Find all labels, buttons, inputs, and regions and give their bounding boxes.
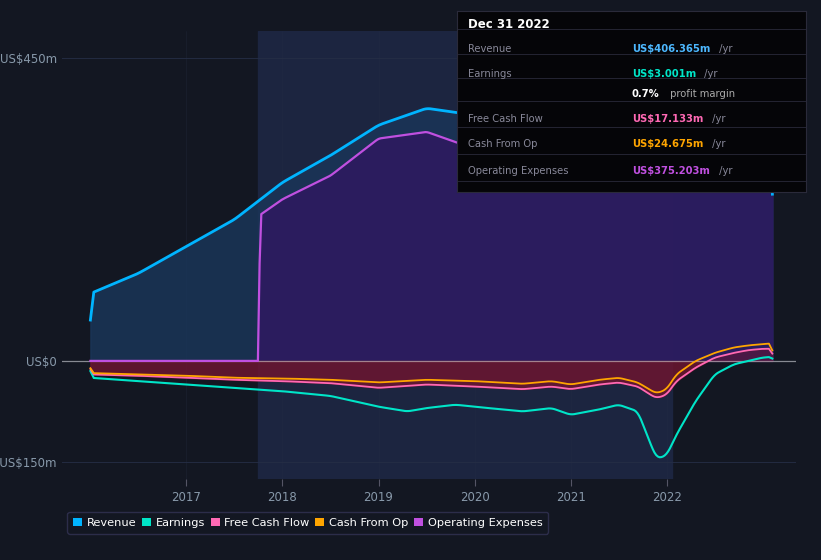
Text: Free Cash Flow: Free Cash Flow	[468, 114, 543, 124]
Text: Dec 31 2022: Dec 31 2022	[468, 18, 549, 31]
Text: US$406.365m: US$406.365m	[632, 44, 710, 54]
Text: US$24.675m: US$24.675m	[632, 139, 703, 149]
Text: US$375.203m: US$375.203m	[632, 166, 709, 176]
Text: /yr: /yr	[701, 69, 718, 79]
Text: /yr: /yr	[709, 139, 725, 149]
Text: Cash From Op: Cash From Op	[468, 139, 537, 149]
Text: US$3.001m: US$3.001m	[632, 69, 696, 79]
Text: /yr: /yr	[716, 166, 732, 176]
Text: /yr: /yr	[709, 114, 725, 124]
Bar	[259, 31, 672, 479]
Text: Earnings: Earnings	[468, 69, 511, 79]
Legend: Revenue, Earnings, Free Cash Flow, Cash From Op, Operating Expenses: Revenue, Earnings, Free Cash Flow, Cash …	[67, 512, 548, 534]
Text: Revenue: Revenue	[468, 44, 511, 54]
Text: US$17.133m: US$17.133m	[632, 114, 703, 124]
Text: profit margin: profit margin	[667, 88, 735, 99]
Text: Operating Expenses: Operating Expenses	[468, 166, 568, 176]
Text: 0.7%: 0.7%	[632, 88, 659, 99]
Text: /yr: /yr	[716, 44, 732, 54]
